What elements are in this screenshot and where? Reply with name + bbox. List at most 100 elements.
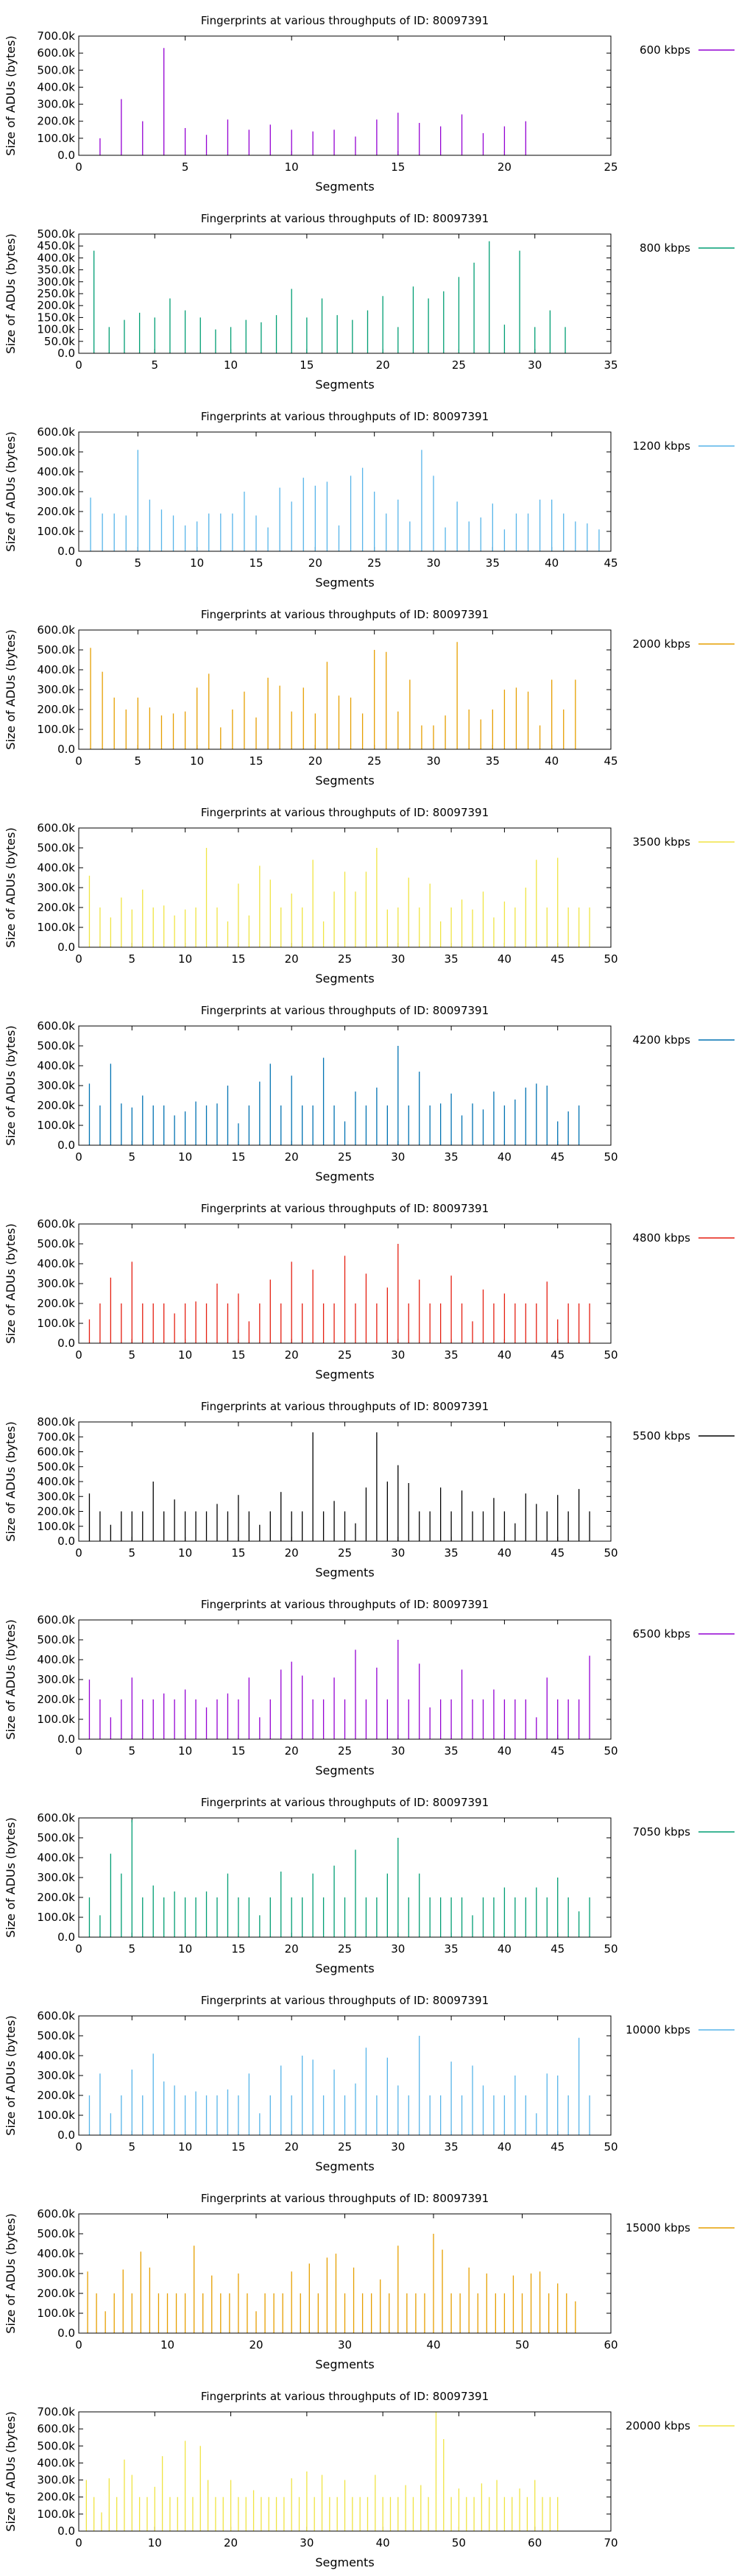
x-tick-label: 25 (367, 556, 381, 570)
y-tick-label: 600.0k (37, 1019, 75, 1033)
y-axis-label: Size of ADUs (bytes) (4, 2411, 18, 2531)
y-tick-label: 200.0k (37, 2287, 75, 2300)
x-tick-label: 20 (285, 952, 299, 966)
x-tick-label: 0 (75, 358, 82, 372)
x-tick-label: 15 (249, 754, 263, 768)
legend-label: 4800 kbps (633, 1231, 691, 1245)
x-tick-label: 35 (445, 1150, 459, 1164)
x-tick-label: 5 (129, 1744, 136, 1758)
y-tick-label: 100.0k (37, 525, 75, 538)
x-axis-label: Segments (315, 2357, 374, 2371)
legend-label: 6500 kbps (633, 1627, 691, 1641)
y-tick-label: 700.0k (37, 29, 75, 43)
x-tick-label: 40 (498, 1744, 512, 1758)
x-tick-label: 5 (135, 556, 142, 570)
y-tick-label: 600.0k (37, 2009, 75, 2023)
x-tick-label: 30 (391, 1546, 405, 1560)
x-tick-label: 30 (528, 358, 542, 372)
x-tick-label: 45 (551, 1942, 565, 1956)
x-tick-label: 5 (129, 1348, 136, 1362)
x-tick-label: 45 (551, 952, 565, 966)
y-tick-label: 400.0k (37, 861, 75, 874)
y-tick-label: 200.0k (37, 1099, 75, 1112)
x-tick-label: 5 (129, 1942, 136, 1956)
x-axis-label: Segments (315, 1565, 374, 1579)
y-tick-label: 400.0k (37, 1653, 75, 1666)
x-tick-label: 30 (391, 2140, 405, 2154)
y-tick-label: 300.0k (37, 275, 75, 289)
legend-label: 600 kbps (640, 43, 690, 57)
y-axis-label: Size of ADUs (bytes) (4, 431, 18, 551)
x-tick-label: 30 (426, 556, 440, 570)
y-tick-label: 200.0k (37, 1693, 75, 1706)
chart-title: Fingerprints at various throughputs of I… (201, 14, 489, 27)
x-tick-label: 30 (391, 952, 405, 966)
x-tick-label: 0 (75, 1348, 82, 1362)
y-tick-label: 350.0k (37, 263, 75, 277)
x-axis-label: Segments (315, 180, 374, 194)
legend-label: 5500 kbps (633, 1429, 691, 1443)
x-tick-label: 0 (75, 1942, 82, 1956)
y-tick-label: 100.0k (37, 1520, 75, 1533)
x-tick-label: 50 (604, 1546, 618, 1560)
y-tick-label: 400.0k (37, 1475, 75, 1488)
x-tick-label: 35 (445, 1942, 459, 1956)
y-tick-label: 600.0k (37, 1446, 75, 1459)
plot-frame (78, 35, 612, 156)
x-tick-label: 5 (135, 754, 142, 768)
y-tick-label: 500.0k (37, 1039, 75, 1052)
x-tick-label: 25 (452, 358, 466, 372)
y-tick-label: 400.0k (37, 2247, 75, 2260)
x-tick-label: 60 (604, 2338, 618, 2352)
y-tick-label: 500.0k (37, 2227, 75, 2240)
x-tick-label: 30 (300, 2536, 314, 2550)
x-tick-label: 20 (249, 2338, 263, 2352)
y-tick-label: 300.0k (37, 1871, 75, 1884)
x-tick-label: 15 (231, 1150, 245, 1164)
y-axis-label: Size of ADUs (bytes) (4, 827, 18, 947)
legend-label: 3500 kbps (633, 835, 691, 849)
y-tick-label: 400.0k (37, 663, 75, 676)
x-tick-label: 30 (391, 1942, 405, 1956)
x-tick-label: 50 (515, 2338, 529, 2352)
y-tick-label: 0.0 (57, 1535, 75, 1548)
x-tick-label: 15 (231, 952, 245, 966)
plot-frame (78, 2411, 612, 2532)
y-tick-label: 300.0k (37, 683, 75, 696)
y-tick-label: 0.0 (57, 1139, 75, 1152)
y-tick-label: 600.0k (37, 623, 75, 637)
y-tick-label: 200.0k (37, 1505, 75, 1518)
y-tick-label: 300.0k (37, 2267, 75, 2280)
chart-panel: Fingerprints at various throughputs of I… (4, 212, 735, 392)
y-tick-label: 600.0k (37, 821, 75, 835)
x-tick-label: 25 (338, 1150, 352, 1164)
y-axis-label: Size of ADUs (bytes) (4, 35, 18, 155)
x-tick-label: 35 (445, 952, 459, 966)
x-tick-label: 20 (285, 1744, 299, 1758)
x-tick-label: 45 (551, 2140, 565, 2154)
chart-title: Fingerprints at various throughputs of I… (201, 2390, 489, 2403)
x-axis-label: Segments (315, 576, 374, 590)
x-tick-label: 20 (285, 1150, 299, 1164)
legend-label: 1200 kbps (633, 439, 691, 453)
chart-title: Fingerprints at various throughputs of I… (201, 2192, 489, 2205)
y-axis-label: Size of ADUs (bytes) (4, 2015, 18, 2135)
x-tick-label: 15 (249, 556, 263, 570)
chart-panel: Fingerprints at various throughputs of I… (4, 1004, 735, 1183)
x-tick-label: 45 (551, 1150, 565, 1164)
y-tick-label: 200.0k (37, 2491, 75, 2504)
x-tick-label: 50 (604, 2140, 618, 2154)
y-tick-label: 200.0k (37, 1297, 75, 1310)
x-tick-label: 50 (604, 1150, 618, 1164)
legend-label: 2000 kbps (633, 637, 691, 651)
x-tick-label: 40 (426, 2338, 440, 2352)
y-tick-label: 500.0k (37, 643, 75, 657)
y-tick-label: 300.0k (37, 98, 75, 111)
y-tick-label: 400.0k (37, 251, 75, 264)
y-tick-label: 300.0k (37, 1079, 75, 1092)
x-tick-label: 50 (604, 1348, 618, 1362)
x-tick-label: 40 (498, 952, 512, 966)
plot-frame (78, 2015, 612, 2136)
x-tick-label: 15 (231, 1348, 245, 1362)
